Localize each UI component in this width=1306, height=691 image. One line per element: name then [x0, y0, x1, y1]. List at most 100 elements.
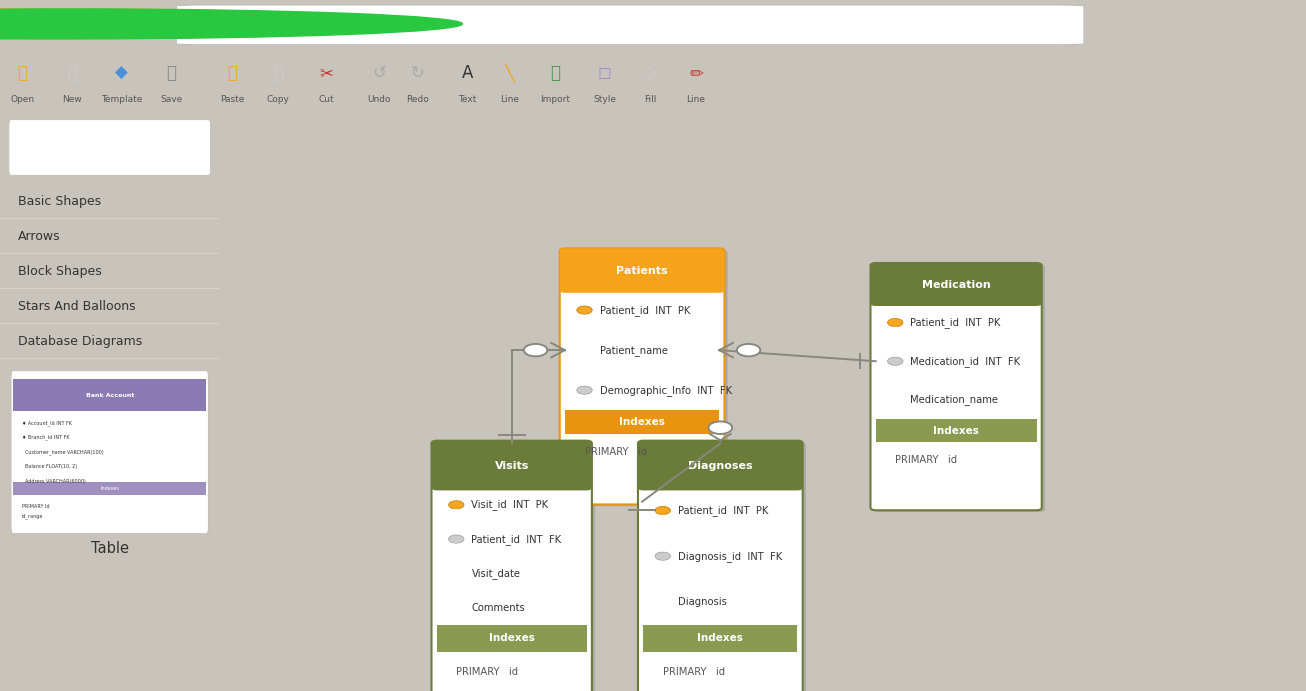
Text: ♦ Account_Id INT FK: ♦ Account_Id INT FK — [22, 420, 72, 426]
FancyBboxPatch shape — [560, 249, 725, 504]
Text: Template: Template — [101, 95, 142, 104]
Text: ╲: ╲ — [504, 64, 515, 83]
Bar — [454, 538, 458, 543]
Text: ↻: ↻ — [411, 64, 424, 82]
Text: ↺: ↺ — [372, 64, 385, 82]
Text: Demographic_Info  INT  FK: Demographic_Info INT FK — [599, 385, 731, 396]
Text: Visit_date: Visit_date — [471, 568, 521, 579]
Text: Open: Open — [10, 95, 34, 104]
Circle shape — [577, 386, 592, 395]
Text: Undo: Undo — [367, 95, 390, 104]
FancyBboxPatch shape — [9, 120, 210, 176]
Text: New: New — [61, 95, 82, 104]
FancyBboxPatch shape — [641, 442, 806, 691]
Text: Visits: Visits — [495, 461, 529, 471]
Bar — [661, 556, 665, 560]
Text: Copy: Copy — [266, 95, 290, 104]
Text: creately.com: creately.com — [581, 17, 679, 31]
Circle shape — [708, 422, 733, 434]
Text: Search: Search — [99, 141, 142, 154]
Text: Cut: Cut — [319, 95, 334, 104]
FancyBboxPatch shape — [637, 441, 803, 691]
Text: Patient_id  INT  PK: Patient_id INT PK — [678, 505, 768, 516]
Text: Text: Text — [458, 95, 477, 104]
Circle shape — [0, 9, 441, 39]
Bar — [565, 410, 720, 434]
Text: Indexes: Indexes — [619, 417, 665, 427]
Text: ◻: ◻ — [598, 64, 611, 82]
Text: Medication: Medication — [922, 279, 990, 290]
Text: Indexes: Indexes — [934, 426, 980, 436]
Circle shape — [577, 306, 592, 314]
Bar — [454, 504, 458, 509]
FancyBboxPatch shape — [10, 370, 209, 533]
Text: PRIMARY   id: PRIMARY id — [456, 668, 518, 677]
Text: Basic Shapes: Basic Shapes — [17, 195, 101, 208]
FancyBboxPatch shape — [435, 442, 596, 691]
FancyBboxPatch shape — [560, 249, 725, 293]
Bar — [643, 625, 798, 652]
Text: A: A — [462, 64, 473, 82]
Circle shape — [656, 552, 670, 560]
Circle shape — [448, 535, 464, 543]
Text: 📄: 📄 — [67, 64, 77, 82]
Bar — [893, 361, 897, 366]
Text: 📁: 📁 — [17, 64, 27, 82]
Text: Line: Line — [687, 95, 705, 104]
Text: Save: Save — [159, 95, 183, 104]
Text: Style: Style — [593, 95, 616, 104]
Text: ◆: ◆ — [115, 64, 128, 82]
Text: Medication_id  INT  FK: Medication_id INT FK — [910, 356, 1020, 367]
Bar — [436, 625, 586, 652]
Text: Table: Table — [90, 541, 129, 556]
Text: PRIMARY   id: PRIMARY id — [896, 455, 957, 464]
Text: Stars And Balloons: Stars And Balloons — [17, 300, 136, 313]
Text: Arrows: Arrows — [17, 230, 60, 243]
Bar — [893, 322, 897, 327]
Text: ✂: ✂ — [320, 64, 333, 82]
Text: Paste: Paste — [221, 95, 244, 104]
Text: PRIMARY Id: PRIMARY Id — [22, 504, 50, 509]
Bar — [565, 274, 720, 290]
Text: ↻: ↻ — [1063, 15, 1079, 33]
FancyBboxPatch shape — [871, 263, 1042, 306]
Text: Comments: Comments — [471, 603, 525, 612]
Bar — [661, 510, 665, 515]
FancyBboxPatch shape — [637, 441, 803, 491]
Bar — [436, 470, 586, 488]
Text: 🖼: 🖼 — [550, 64, 560, 82]
Text: Patient_name: Patient_name — [599, 345, 667, 356]
Text: Medication_name: Medication_name — [910, 395, 999, 406]
Text: Block Shapes: Block Shapes — [17, 265, 102, 278]
Bar — [582, 310, 586, 314]
Bar — [876, 288, 1037, 303]
Circle shape — [737, 344, 760, 357]
Text: ◇: ◇ — [644, 64, 657, 82]
FancyBboxPatch shape — [874, 265, 1045, 512]
Circle shape — [0, 9, 462, 39]
Text: Patient_id  INT  PK: Patient_id INT PK — [910, 317, 1000, 328]
Text: 🔍: 🔍 — [24, 142, 30, 153]
Text: ✏: ✏ — [690, 64, 703, 82]
Text: 💾: 💾 — [166, 64, 176, 82]
Text: PRIMARY   id: PRIMARY id — [662, 668, 725, 677]
Text: Patients: Patients — [616, 265, 667, 276]
Circle shape — [888, 357, 902, 366]
Bar — [13, 482, 206, 495]
FancyBboxPatch shape — [563, 250, 727, 507]
Bar — [643, 470, 798, 488]
Bar — [876, 419, 1037, 442]
Circle shape — [888, 319, 902, 327]
Text: ♦ Branch_Id INT FK: ♦ Branch_Id INT FK — [22, 435, 69, 440]
Circle shape — [448, 501, 464, 509]
Text: 📋: 📋 — [227, 64, 238, 82]
Text: Patient_id  INT  PK: Patient_id INT PK — [599, 305, 690, 316]
Text: id_range: id_range — [22, 513, 43, 519]
FancyBboxPatch shape — [176, 5, 1084, 45]
FancyBboxPatch shape — [431, 441, 592, 491]
Text: Address VARCHAR(6000): Address VARCHAR(6000) — [22, 479, 86, 484]
Text: Customer_name VARCHAR(100): Customer_name VARCHAR(100) — [22, 449, 103, 455]
Text: 📄: 📄 — [273, 64, 283, 82]
Bar — [582, 390, 586, 395]
Circle shape — [0, 9, 421, 39]
